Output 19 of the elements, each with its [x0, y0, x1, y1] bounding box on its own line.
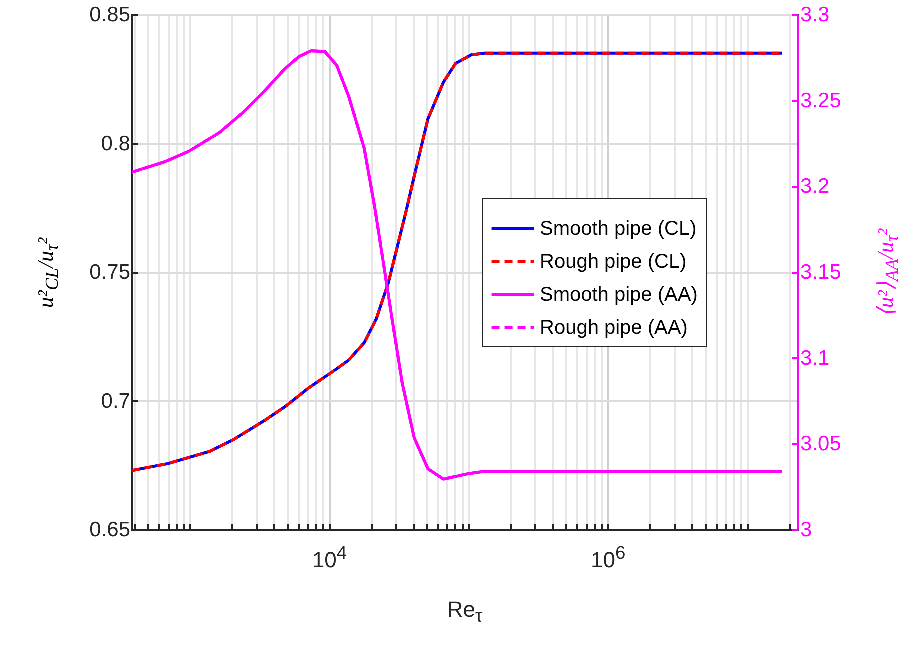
y2-tick-label: 3.05 — [800, 432, 842, 456]
x-tick-label: 10$^{6}$ — [590, 542, 626, 574]
y2-tick-label: 3 — [800, 518, 812, 542]
legend-label: Smooth pipe (AA) — [540, 284, 698, 306]
y-tick-label: 0.85 — [90, 4, 130, 26]
y2-tick-label: 3.15 — [800, 261, 842, 284]
y2-tick-label: 3.1 — [800, 346, 830, 370]
y-tick-label: 0.65 — [90, 518, 130, 542]
y2-tick-label: 3.3 — [800, 4, 830, 26]
y2-tick-label: 3.25 — [800, 89, 842, 112]
y-tick-label: 0.8 — [101, 132, 130, 156]
y-tick-label: 0.7 — [101, 390, 130, 413]
y-tick-label: 0.75 — [90, 261, 130, 284]
x-tick-label: 10$^{4}$ — [312, 542, 348, 574]
legend-label: Rough pipe (CL) — [540, 251, 687, 273]
x-axis-title: Re$_{τ}$ — [447, 596, 483, 628]
y2-tick-label: 3.2 — [800, 175, 830, 198]
legend-label: Smooth pipe (CL) — [540, 218, 697, 240]
legend-label: Rough pipe (AA) — [540, 317, 688, 339]
